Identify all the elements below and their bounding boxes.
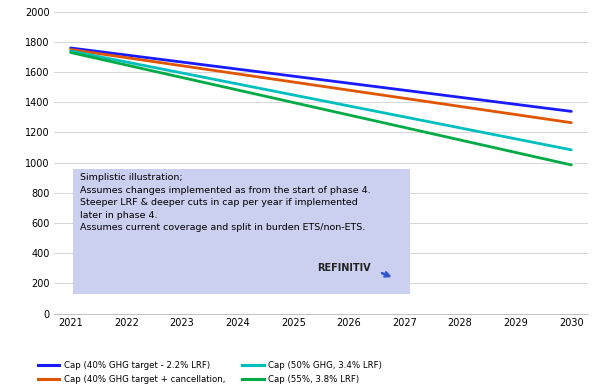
FancyBboxPatch shape	[73, 169, 410, 294]
Text: Simplistic illustration;
Assumes changes implemented as from the start of phase : Simplistic illustration; Assumes changes…	[80, 173, 371, 232]
Legend: Cap (40% GHG target - 2.2% LRF), Cap (40% GHG target + cancellation,, Cap (50% G: Cap (40% GHG target - 2.2% LRF), Cap (40…	[34, 358, 385, 388]
Text: REFINITIV: REFINITIV	[317, 263, 371, 273]
